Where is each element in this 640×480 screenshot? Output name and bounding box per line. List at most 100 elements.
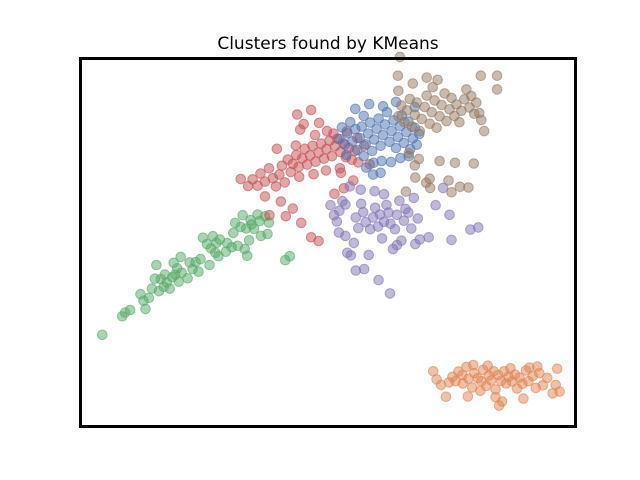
data-point bbox=[124, 304, 136, 316]
data-point bbox=[313, 235, 324, 247]
data-point bbox=[313, 117, 325, 129]
data-point bbox=[410, 172, 421, 183]
data-point bbox=[149, 273, 161, 285]
data-point bbox=[358, 150, 370, 162]
data-point bbox=[476, 114, 487, 126]
data-point bbox=[518, 393, 529, 404]
data-point bbox=[392, 70, 404, 81]
data-point bbox=[298, 118, 310, 130]
data-point bbox=[393, 85, 404, 97]
data-point bbox=[184, 257, 195, 268]
data-point bbox=[275, 196, 287, 207]
data-point bbox=[334, 163, 346, 174]
data-point bbox=[168, 257, 179, 269]
data-point bbox=[471, 97, 482, 108]
data-point bbox=[363, 98, 375, 110]
data-point bbox=[505, 363, 516, 374]
data-point bbox=[532, 361, 543, 372]
data-point bbox=[204, 259, 215, 271]
points-layer bbox=[97, 51, 565, 411]
data-point bbox=[360, 162, 372, 173]
data-point bbox=[496, 396, 508, 407]
data-point bbox=[423, 232, 435, 243]
data-point bbox=[403, 207, 414, 218]
data-point bbox=[333, 227, 345, 238]
plot-area bbox=[97, 51, 565, 411]
data-point bbox=[279, 177, 291, 188]
data-point bbox=[340, 199, 351, 210]
data-point bbox=[424, 182, 436, 194]
data-point bbox=[454, 116, 465, 128]
data-point bbox=[228, 227, 239, 239]
data-point bbox=[376, 155, 387, 167]
data-point bbox=[551, 363, 563, 375]
data-point bbox=[444, 209, 455, 221]
data-point bbox=[389, 223, 401, 235]
data-point bbox=[140, 303, 151, 315]
data-point bbox=[350, 212, 362, 223]
data-point bbox=[293, 171, 305, 183]
data-point bbox=[554, 386, 565, 397]
data-point bbox=[348, 237, 360, 249]
data-point bbox=[377, 101, 389, 112]
data-point bbox=[441, 115, 452, 127]
data-point bbox=[195, 253, 206, 265]
data-point bbox=[414, 234, 426, 245]
data-point bbox=[248, 223, 260, 235]
data-point bbox=[491, 84, 503, 95]
chart-title: Clusters found by KMeans bbox=[217, 34, 438, 54]
data-point bbox=[345, 250, 357, 261]
data-point bbox=[271, 143, 283, 155]
data-point bbox=[201, 238, 213, 250]
data-point bbox=[364, 117, 376, 128]
data-point bbox=[220, 246, 232, 257]
data-point bbox=[290, 140, 302, 151]
data-point bbox=[419, 101, 431, 113]
data-point bbox=[369, 185, 380, 197]
data-point bbox=[237, 209, 248, 221]
data-point bbox=[331, 216, 343, 227]
data-point bbox=[325, 199, 336, 211]
data-point bbox=[355, 184, 367, 195]
cluster-6 bbox=[325, 181, 484, 299]
data-point bbox=[371, 123, 382, 135]
data-point bbox=[243, 235, 255, 246]
data-point bbox=[391, 239, 403, 251]
data-point bbox=[376, 233, 388, 244]
data-point bbox=[414, 125, 426, 137]
data-point bbox=[193, 266, 204, 278]
data-point bbox=[398, 137, 410, 149]
data-point bbox=[385, 156, 397, 168]
data-point bbox=[454, 181, 466, 193]
data-point bbox=[394, 195, 405, 207]
data-point bbox=[326, 150, 338, 162]
data-point bbox=[164, 283, 176, 294]
data-point bbox=[421, 90, 433, 101]
data-point bbox=[295, 217, 307, 229]
data-point bbox=[350, 265, 362, 276]
data-point bbox=[411, 139, 423, 150]
data-point bbox=[427, 81, 439, 93]
data-point bbox=[255, 230, 267, 242]
data-point bbox=[363, 249, 375, 261]
data-point bbox=[406, 223, 417, 234]
data-point bbox=[360, 139, 372, 150]
data-point bbox=[443, 175, 454, 186]
data-point bbox=[358, 110, 370, 122]
data-point bbox=[135, 288, 146, 300]
data-point bbox=[468, 158, 480, 169]
data-point bbox=[431, 122, 442, 133]
data-point bbox=[334, 205, 345, 217]
data-point bbox=[413, 153, 425, 165]
data-point bbox=[341, 149, 352, 161]
data-point bbox=[259, 191, 271, 202]
data-point bbox=[350, 103, 361, 115]
data-point bbox=[375, 167, 386, 179]
data-point bbox=[424, 173, 436, 184]
data-point bbox=[412, 213, 424, 224]
data-point bbox=[407, 78, 419, 89]
data-point bbox=[255, 168, 266, 179]
data-point bbox=[235, 173, 246, 185]
data-point bbox=[378, 188, 390, 200]
data-point bbox=[356, 121, 368, 132]
